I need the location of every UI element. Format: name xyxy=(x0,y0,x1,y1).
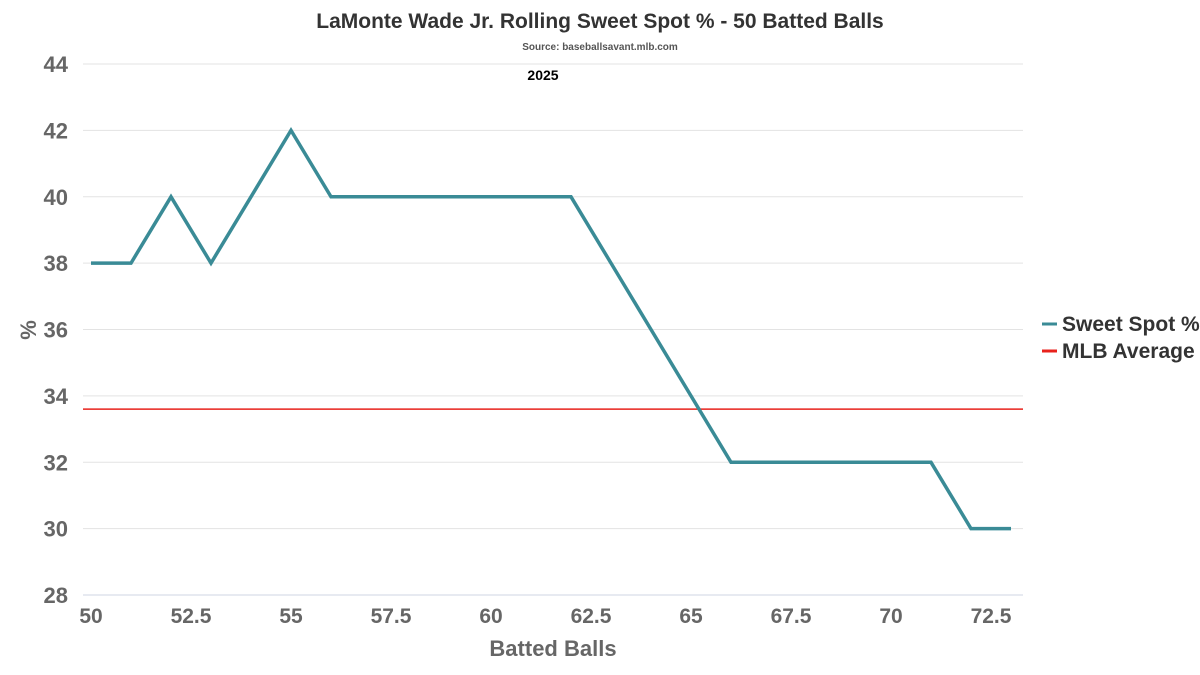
legend: Sweet Spot % MLB Average xyxy=(1042,313,1200,363)
x-tick-label: 52.5 xyxy=(171,605,212,628)
y-tick-label: 42 xyxy=(44,118,68,143)
y-tick-label: 32 xyxy=(44,450,68,475)
y-axis-label: % xyxy=(16,320,41,340)
chart-subtitle: Source: baseballsavant.mlb.com xyxy=(522,42,678,53)
x-tick-label: 65 xyxy=(679,605,703,628)
x-axis-ticks: 50 52.5 55 57.5 60 62.5 65 67.5 70 72.5 xyxy=(79,605,1011,628)
y-tick-label: 34 xyxy=(44,384,69,409)
y-tick-label: 38 xyxy=(44,251,68,276)
series-line-sweet-spot xyxy=(91,127,1011,531)
gridlines xyxy=(83,63,1023,596)
x-tick-label: 67.5 xyxy=(771,605,812,628)
y-tick-label: 30 xyxy=(44,517,68,542)
x-axis-label: Batted Balls xyxy=(489,636,616,661)
y-tick-label: 40 xyxy=(44,185,68,210)
legend-label-sweet-spot: Sweet Spot % xyxy=(1062,313,1200,336)
y-tick-label: 36 xyxy=(44,318,68,343)
year-annotation: 2025 xyxy=(527,67,558,83)
x-tick-label: 55 xyxy=(279,605,303,628)
chart-title: LaMonte Wade Jr. Rolling Sweet Spot % - … xyxy=(316,10,883,33)
y-axis-ticks: 28 30 32 34 36 38 40 42 44 xyxy=(44,52,69,608)
y-tick-label: 28 xyxy=(44,583,68,608)
legend-label-mlb-average: MLB Average xyxy=(1062,340,1195,363)
x-tick-label: 62.5 xyxy=(571,605,612,628)
series-lines xyxy=(83,127,1023,531)
y-tick-label: 44 xyxy=(44,52,69,77)
x-tick-label: 72.5 xyxy=(971,605,1012,628)
x-tick-label: 70 xyxy=(879,605,902,628)
x-tick-label: 50 xyxy=(79,605,102,628)
x-tick-label: 57.5 xyxy=(371,605,412,628)
x-tick-label: 60 xyxy=(479,605,502,628)
